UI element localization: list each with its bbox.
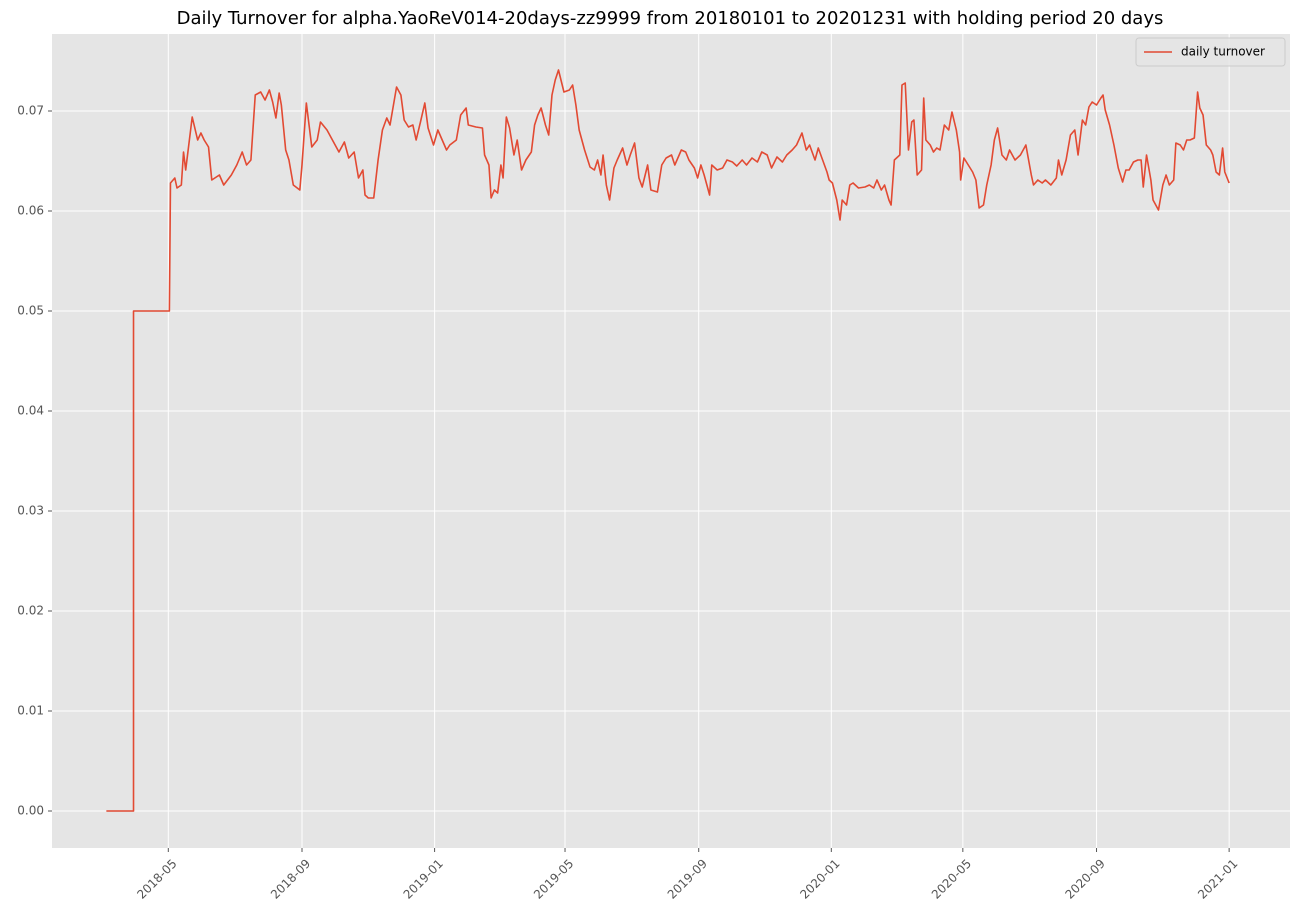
marks [106, 69, 1230, 812]
legend: daily turnover [1135, 37, 1286, 67]
y-tick-label: 0.02 [17, 604, 44, 618]
y-tick-label: 0.01 [17, 704, 44, 718]
grid [52, 34, 1290, 848]
legend-label: daily turnover [1181, 45, 1265, 59]
x-tick-label: 2018-05 [134, 856, 179, 901]
x-tick-label: 2020-01 [797, 856, 842, 901]
data-line [106, 69, 1230, 812]
x-tick-label: 2020-09 [1063, 856, 1108, 901]
y-tick-label: 0.00 [17, 804, 44, 818]
x-tick-label: 2021-01 [1195, 856, 1240, 901]
y-tick-label: 0.04 [17, 404, 44, 418]
y-tick-label: 0.05 [17, 304, 44, 318]
x-tick-label: 2020-05 [929, 856, 974, 901]
x-tick-label: 2018-09 [268, 856, 313, 901]
y-tick-label: 0.03 [17, 504, 44, 518]
y-tick-label: 0.07 [17, 104, 44, 118]
x-tick-label: 2019-05 [531, 856, 576, 901]
legend-box [1135, 37, 1286, 67]
x-tick-label: 2019-09 [665, 856, 710, 901]
y-tick-label: 0.06 [17, 204, 44, 218]
x-tick-label: 2019-01 [401, 856, 446, 901]
plot-area [52, 34, 1290, 848]
chart-title: Daily Turnover for alpha.YaoReV014-20day… [177, 8, 1164, 29]
